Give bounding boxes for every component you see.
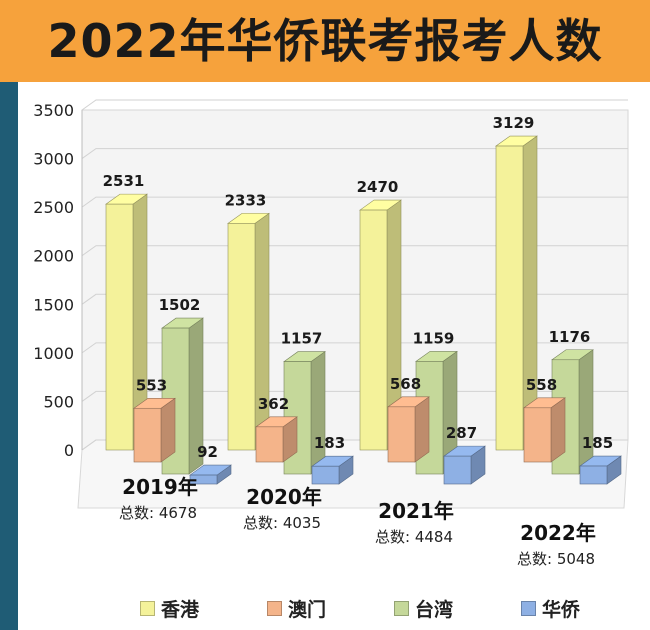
bar <box>443 455 472 485</box>
data-label: 558 <box>526 376 557 394</box>
bar <box>189 474 218 485</box>
x-category-label: 2019年 <box>122 475 198 499</box>
legend-swatch <box>266 600 282 616</box>
gridline <box>81 99 628 111</box>
legend-item: 华侨 <box>520 596 580 621</box>
y-tick-label: 1000 <box>33 344 74 363</box>
gridline <box>81 196 628 208</box>
x-category-label: 2021年 <box>378 499 454 523</box>
x-category-label: 2022年 <box>520 521 596 545</box>
gridline <box>81 245 628 257</box>
bar <box>227 223 256 451</box>
data-label: 2470 <box>357 178 399 196</box>
gridline <box>81 342 628 354</box>
bar <box>255 426 284 463</box>
gridline <box>81 148 628 159</box>
bar-side <box>578 349 594 475</box>
bar <box>311 465 340 485</box>
y-tick-label: 3500 <box>33 101 74 120</box>
category-total-label: 总数: 4484 <box>375 528 453 546</box>
chart-legend: 香港 澳门 台湾 华侨 <box>140 596 580 621</box>
y-tick-label: 3000 <box>33 150 74 169</box>
data-label: 183 <box>314 434 345 452</box>
bar <box>523 407 552 463</box>
data-label: 1159 <box>413 329 455 347</box>
bar-chart: 0 500 1000 1500 2000 2500 3000 3500 2531 2333 2470… <box>33 99 629 568</box>
bar-side <box>550 397 566 463</box>
bar-side <box>254 212 270 451</box>
legend-swatch <box>520 600 536 616</box>
y-tick-label: 2000 <box>33 247 74 266</box>
data-label: 362 <box>258 395 289 413</box>
bar-side <box>310 351 326 475</box>
title-banner <box>0 0 650 82</box>
data-label: 553 <box>136 376 167 394</box>
gridline <box>81 293 628 305</box>
bar <box>359 209 388 451</box>
category-total-label: 总数: 4678 <box>119 504 197 522</box>
data-label: 1502 <box>159 296 201 314</box>
legend-label: 台湾 <box>414 598 453 621</box>
data-label: 2333 <box>225 191 267 209</box>
legend-swatch <box>393 600 409 616</box>
data-label: 1157 <box>281 330 323 348</box>
data-label: 185 <box>582 434 613 452</box>
bar <box>495 145 524 451</box>
y-tick-label: 500 <box>43 392 74 411</box>
page-title: 2022年华侨联考报考人数 <box>47 14 603 68</box>
legend-label: 香港 <box>161 598 200 621</box>
x-category-label: 2020年 <box>246 485 322 509</box>
y-tick-label: 1500 <box>33 295 74 314</box>
y-tick-label: 2500 <box>33 198 74 217</box>
legend-item: 香港 <box>140 596 200 621</box>
bar <box>387 406 416 463</box>
category-total-label: 总数: 4035 <box>243 514 321 532</box>
legend-label: 华侨 <box>541 598 580 621</box>
data-label: 92 <box>197 443 218 461</box>
data-label: 2531 <box>103 172 145 190</box>
bar <box>105 203 134 451</box>
legend-item: 澳门 <box>266 596 326 621</box>
data-label: 3129 <box>493 114 535 132</box>
bar-side <box>414 396 430 463</box>
y-tick-label: 0 <box>64 441 74 460</box>
bar <box>133 407 162 463</box>
legend-item: 台湾 <box>393 596 453 621</box>
data-label: 287 <box>446 424 477 442</box>
bar <box>579 465 608 485</box>
data-label: 568 <box>390 375 421 393</box>
data-label: 1176 <box>549 328 591 346</box>
legend-label: 澳门 <box>287 598 326 621</box>
legend-swatch <box>140 600 155 616</box>
bar-side <box>160 397 176 463</box>
sidebar-strip <box>0 82 18 630</box>
category-total-label: 总数: 5048 <box>517 550 595 568</box>
